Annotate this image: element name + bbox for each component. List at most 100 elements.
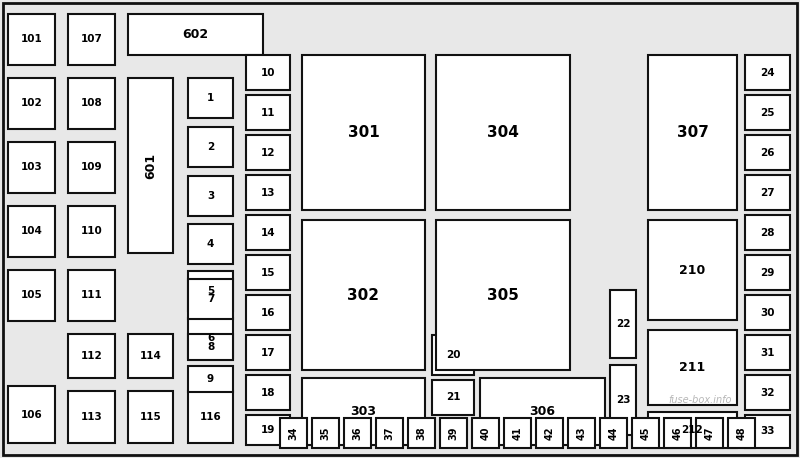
Text: 301: 301 (348, 125, 379, 140)
Bar (188, 127, 233, 167)
Text: 304: 304 (487, 125, 519, 140)
Bar (246, 295, 290, 330)
Bar (696, 418, 723, 448)
Text: 2: 2 (207, 142, 214, 152)
Text: 101: 101 (21, 34, 42, 44)
Bar (8, 78, 55, 129)
Text: 14: 14 (261, 228, 275, 238)
Bar (246, 175, 290, 210)
Text: 41: 41 (513, 426, 522, 440)
Text: 102: 102 (21, 98, 42, 109)
Bar (432, 335, 474, 375)
Text: 33: 33 (760, 426, 774, 436)
Text: 6: 6 (207, 333, 214, 343)
Bar (188, 366, 233, 392)
Bar (8, 270, 55, 321)
Text: 30: 30 (760, 307, 774, 317)
Bar (648, 220, 737, 320)
Text: 12: 12 (261, 147, 275, 158)
Bar (188, 391, 233, 443)
Bar (188, 224, 233, 264)
Text: 17: 17 (261, 348, 275, 358)
Bar (745, 55, 790, 90)
Text: 110: 110 (81, 227, 102, 236)
Bar (8, 14, 55, 65)
Bar (68, 14, 115, 65)
Bar (302, 220, 425, 370)
Bar (728, 418, 755, 448)
Text: 42: 42 (545, 426, 554, 440)
Text: 46: 46 (673, 426, 682, 440)
Text: 15: 15 (261, 267, 275, 278)
Text: 7: 7 (207, 294, 214, 304)
Text: 112: 112 (81, 351, 102, 361)
Text: 109: 109 (81, 163, 102, 173)
Text: 29: 29 (760, 267, 774, 278)
Bar (128, 78, 173, 253)
Text: 36: 36 (353, 426, 362, 440)
Bar (8, 206, 55, 257)
Text: 44: 44 (609, 426, 618, 440)
Bar (302, 378, 425, 445)
Text: 302: 302 (347, 288, 379, 302)
Text: 27: 27 (760, 187, 775, 197)
Bar (610, 365, 636, 435)
Bar (745, 215, 790, 250)
Bar (344, 418, 371, 448)
Text: 111: 111 (81, 290, 102, 300)
Bar (745, 415, 790, 448)
Text: 3: 3 (207, 191, 214, 201)
Bar (68, 142, 115, 193)
Bar (246, 415, 290, 445)
Bar (745, 295, 790, 330)
Bar (68, 78, 115, 129)
Text: 18: 18 (261, 387, 275, 398)
Text: 38: 38 (417, 426, 426, 440)
Bar (472, 418, 499, 448)
Text: 45: 45 (641, 426, 650, 440)
Bar (376, 418, 403, 448)
Bar (648, 55, 737, 210)
Bar (600, 418, 627, 448)
Bar (745, 135, 790, 170)
Text: 115: 115 (140, 412, 162, 422)
Text: 21: 21 (446, 393, 460, 403)
Bar (664, 418, 691, 448)
Text: 306: 306 (530, 405, 555, 418)
Text: 32: 32 (760, 387, 774, 398)
Text: 106: 106 (21, 409, 42, 420)
Bar (432, 380, 474, 415)
Bar (648, 412, 737, 448)
Text: 28: 28 (760, 228, 774, 238)
Text: 24: 24 (760, 67, 775, 77)
Text: 212: 212 (682, 425, 703, 435)
Text: 114: 114 (139, 351, 162, 361)
Bar (745, 95, 790, 130)
Text: 601: 601 (144, 153, 157, 179)
Text: 113: 113 (81, 412, 102, 422)
Text: 116: 116 (200, 412, 222, 422)
Text: 31: 31 (760, 348, 774, 358)
Text: 305: 305 (487, 288, 519, 302)
Bar (632, 418, 659, 448)
Bar (436, 220, 570, 370)
Bar (188, 271, 233, 311)
Text: 23: 23 (616, 395, 630, 405)
Bar (246, 55, 290, 90)
Bar (312, 418, 339, 448)
Bar (745, 335, 790, 370)
Bar (128, 334, 173, 378)
Text: 1: 1 (207, 93, 214, 103)
Bar (408, 418, 435, 448)
Bar (480, 378, 605, 445)
Text: 40: 40 (481, 426, 490, 440)
Bar (188, 176, 233, 216)
Bar (610, 290, 636, 358)
Text: 19: 19 (261, 425, 275, 435)
Text: 10: 10 (261, 67, 275, 77)
Bar (280, 418, 307, 448)
Text: fuse-box.info: fuse-box.info (668, 395, 732, 405)
Text: 34: 34 (289, 426, 298, 440)
Bar (302, 55, 425, 210)
Text: 4: 4 (207, 239, 214, 249)
